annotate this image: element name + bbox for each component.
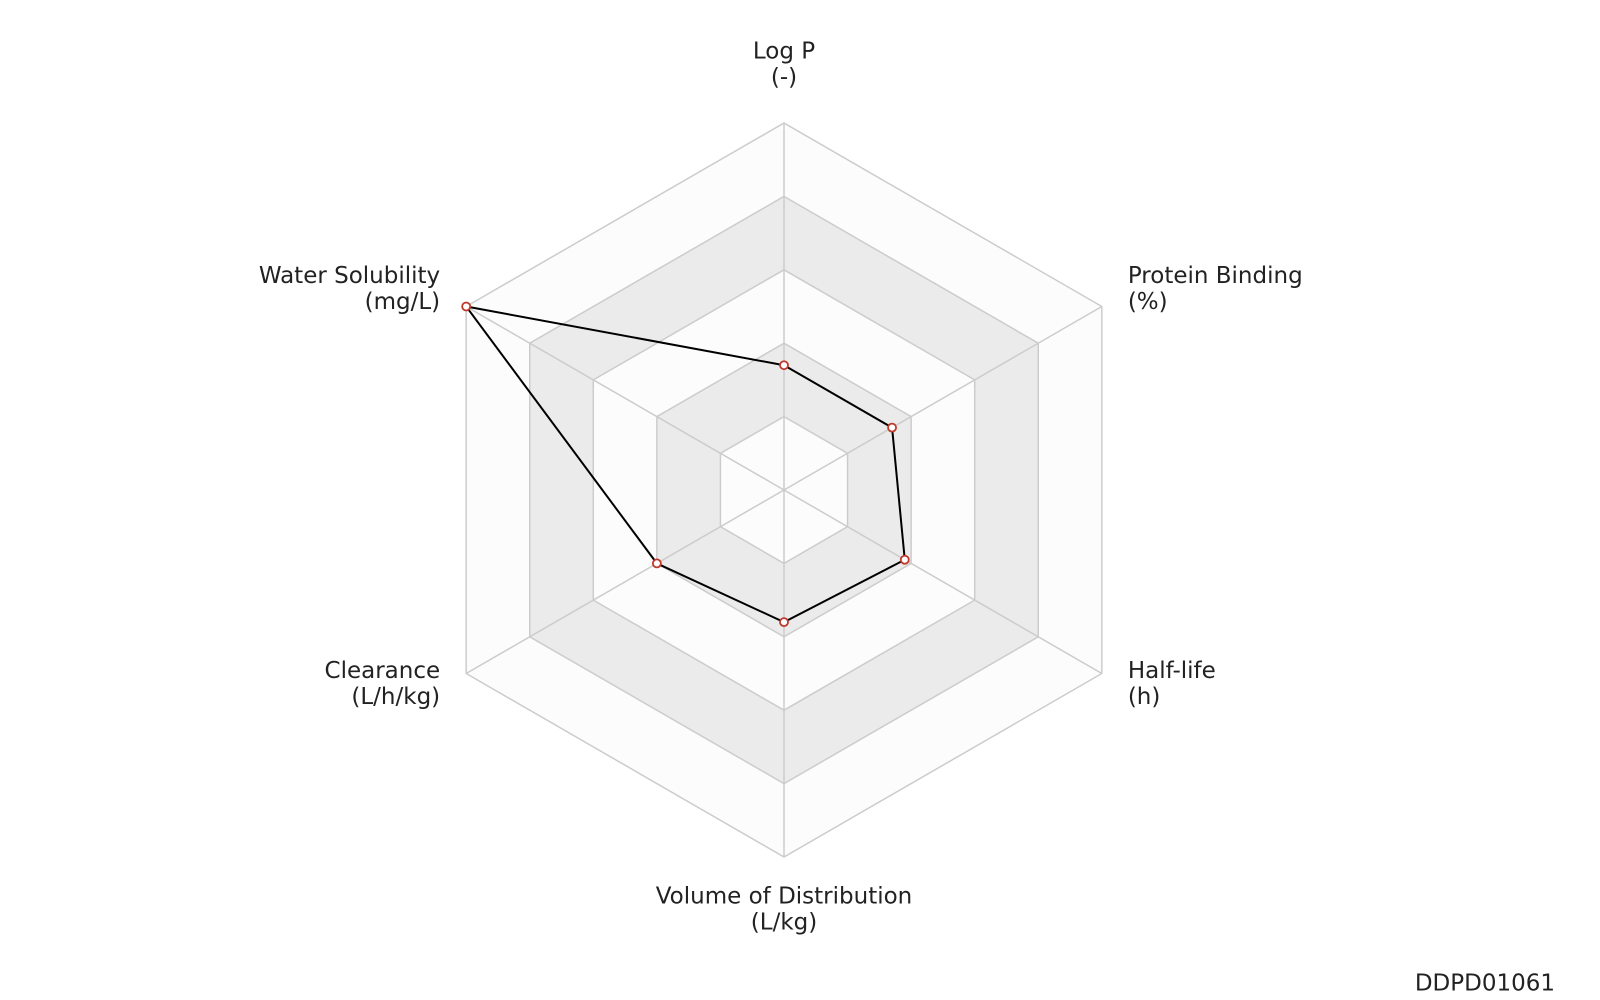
point bbox=[899, 554, 910, 565]
axis-label: Protein Binding bbox=[1128, 263, 1303, 289]
axis-unit: (h) bbox=[1128, 684, 1161, 710]
point bbox=[461, 301, 472, 312]
point bbox=[887, 422, 897, 433]
axis-label: Half-life bbox=[1128, 658, 1216, 684]
axis-label: Water Solubility bbox=[259, 263, 440, 289]
axis-label: Log P bbox=[753, 39, 815, 65]
spoke bbox=[465, 489, 785, 675]
point bbox=[779, 360, 789, 371]
axis-label: Clearance bbox=[325, 658, 441, 684]
axis-unit: (%) bbox=[1128, 289, 1168, 315]
footer-id: DDPD01061 bbox=[1415, 971, 1555, 997]
axis-label: Volume of Distribution bbox=[656, 884, 913, 910]
point bbox=[779, 617, 789, 628]
spoke bbox=[783, 305, 1103, 491]
axis-unit: (-) bbox=[771, 65, 797, 91]
axis-unit: (L/kg) bbox=[751, 910, 817, 936]
axis-unit: (mg/L) bbox=[365, 289, 441, 315]
axis-unit: (L/h/kg) bbox=[351, 684, 440, 710]
spoke bbox=[465, 305, 785, 491]
point bbox=[651, 558, 662, 569]
spoke bbox=[783, 489, 1103, 675]
